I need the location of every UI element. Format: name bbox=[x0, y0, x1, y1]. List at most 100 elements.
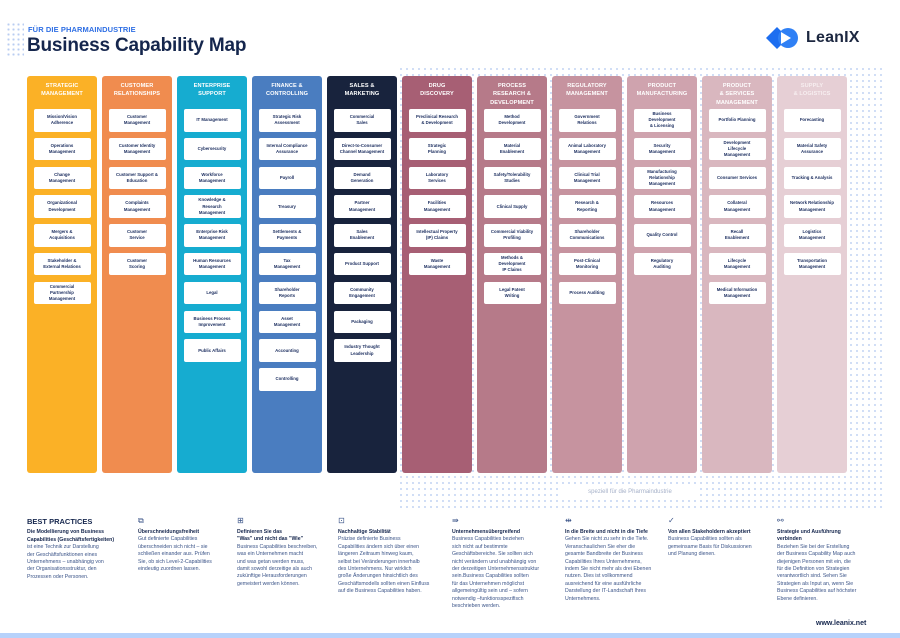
capability-card[interactable]: Enterprise Risk Management bbox=[183, 224, 241, 247]
capability-card[interactable]: Sales Enablement bbox=[333, 224, 391, 247]
capability-card[interactable]: Shareholder Communications bbox=[558, 224, 616, 247]
capability-card[interactable]: Knowledge & Research Management bbox=[183, 195, 241, 218]
capability-card[interactable]: Complaints Management bbox=[108, 195, 166, 218]
capability-card[interactable]: IT Management bbox=[183, 109, 241, 132]
capability-card[interactable]: Transportation Management bbox=[783, 252, 841, 276]
capability-card[interactable]: Packaging bbox=[333, 310, 391, 334]
capability-card[interactable]: Consumer Services bbox=[708, 166, 766, 190]
capability-card[interactable]: Demand Generation bbox=[333, 166, 391, 190]
capability-card[interactable]: Method Development bbox=[483, 109, 541, 132]
capability-card[interactable]: Clinical Trial Management bbox=[558, 166, 616, 190]
capability-card[interactable]: Security Management bbox=[633, 137, 691, 161]
capability-card[interactable]: Accounting bbox=[258, 339, 316, 362]
capability-card[interactable]: Government Relations bbox=[558, 109, 616, 132]
capability-card[interactable]: Human Resources Management bbox=[183, 252, 241, 276]
best-practice-title: Unternehmensübergreifend bbox=[452, 529, 521, 535]
capability-card[interactable]: Operations Management bbox=[33, 137, 91, 161]
capability-column: ENTERPRISE SUPPORT IT Management Cybersecu… bbox=[177, 76, 247, 473]
capability-card[interactable]: Laboratory Services bbox=[408, 166, 466, 190]
capability-card[interactable]: Manufacturing Relationship Management bbox=[633, 166, 691, 190]
capability-card[interactable]: Collateral Management bbox=[708, 195, 766, 218]
column-title: SUPPLY & LOGISTICS bbox=[793, 83, 831, 98]
best-practice-item: ⧉ Überschneidungsfreiheit Gut definierte C… bbox=[138, 516, 246, 573]
best-practice-body: Business Capabilities beziehen sich nich… bbox=[452, 536, 540, 610]
column-title: PRODUCT MANUFACTURING bbox=[636, 83, 688, 98]
capability-card[interactable]: Business Process Improvement bbox=[183, 310, 241, 334]
capability-card[interactable]: Business Development & Licensing bbox=[633, 109, 691, 132]
capability-card[interactable]: Customer Service bbox=[108, 224, 166, 247]
capability-card[interactable]: Logistics Management bbox=[783, 224, 841, 247]
capability-card[interactable]: Product Support bbox=[333, 252, 391, 276]
footer-url[interactable]: www.leanix.net bbox=[816, 620, 867, 627]
column-title: REGULATORY MANAGEMENT bbox=[566, 83, 608, 98]
capability-card[interactable]: Commercial Sales bbox=[333, 109, 391, 132]
capability-card[interactable]: Waste Management bbox=[408, 252, 466, 276]
leanix-logo: LeanIX bbox=[766, 27, 860, 49]
check-circle-icon: ✓ bbox=[668, 516, 675, 525]
capability-card[interactable]: Community Engagement bbox=[333, 281, 391, 305]
capability-card[interactable]: Process Auditing bbox=[558, 281, 616, 305]
capability-card[interactable]: Shareholder Reports bbox=[258, 281, 316, 305]
capability-card[interactable]: Recall Enablement bbox=[708, 224, 766, 247]
capability-card[interactable]: Tracking & Analysis bbox=[783, 166, 841, 190]
capability-column: REGULATORY MANAGEMENT Government Relation… bbox=[552, 76, 622, 473]
capability-card[interactable]: Quality Control bbox=[633, 224, 691, 247]
capability-card[interactable]: Development Lifecycle Management bbox=[708, 137, 766, 161]
capability-card[interactable]: Tax Management bbox=[258, 252, 316, 276]
column-title: ENTERPRISE SUPPORT bbox=[193, 83, 231, 98]
capability-card[interactable]: Stakeholder & External Relations bbox=[33, 252, 91, 276]
capability-card[interactable]: Forecasting bbox=[783, 109, 841, 132]
capability-card[interactable]: Network Relationship Management bbox=[783, 195, 841, 218]
capability-card[interactable]: Research & Reporting bbox=[558, 195, 616, 218]
capability-column: PRODUCT & SERVICES MANAGEMENT Portfolio P… bbox=[702, 76, 772, 473]
capability-card[interactable]: Medical Information Management bbox=[708, 281, 766, 305]
capability-card[interactable]: Legal bbox=[183, 281, 241, 305]
capability-card[interactable]: Facilities Management bbox=[408, 195, 466, 218]
capability-card[interactable]: Mergers & Acquisitions bbox=[33, 224, 91, 247]
capability-card[interactable]: Payroll bbox=[258, 166, 316, 190]
capability-card[interactable]: Intellectual Property (IP) Claims bbox=[408, 224, 466, 247]
capability-card[interactable]: Cybersecurity bbox=[183, 137, 241, 161]
capability-card[interactable]: Industry Thought Leadership bbox=[333, 339, 391, 362]
capability-card[interactable]: Mission/Vision Adherence bbox=[33, 109, 91, 132]
capability-card[interactable]: Settlements & Payments bbox=[258, 224, 316, 247]
capability-card[interactable]: Customer Identity Management bbox=[108, 137, 166, 161]
capability-card[interactable]: Organizational Development bbox=[33, 195, 91, 218]
capability-card[interactable]: Customer Scoring bbox=[108, 252, 166, 276]
capability-card[interactable]: Portfolio Planning bbox=[708, 109, 766, 132]
capability-card[interactable]: Commercial Viability Profiling bbox=[483, 224, 541, 247]
capability-card[interactable]: Direct-to-Consumer Channel Management bbox=[333, 137, 391, 161]
column-title: STRATEGIC MANAGEMENT bbox=[41, 83, 83, 98]
capability-card[interactable]: Safety/Tolerability Studies bbox=[483, 166, 541, 190]
capability-card[interactable]: Methods & Development IP Claims bbox=[483, 252, 541, 276]
capability-card[interactable]: Lifecycle Management bbox=[708, 252, 766, 276]
capability-card[interactable]: Resources Management bbox=[633, 195, 691, 218]
capability-card[interactable]: Regulatory Auditing bbox=[633, 252, 691, 276]
capability-card[interactable]: Animal Laboratory Management bbox=[558, 137, 616, 161]
capability-card[interactable]: Treasury bbox=[258, 195, 316, 218]
best-practice-title: Von allen Stakeholdern akzeptiert bbox=[668, 529, 751, 535]
capability-card[interactable]: Workforce Management bbox=[183, 166, 241, 190]
best-practice-item: ⇹ In die Breite und nicht in die Tiefe Geh… bbox=[565, 516, 673, 603]
capability-card[interactable]: Asset Management bbox=[258, 310, 316, 334]
capability-card[interactable]: Post-Clinical Monitoring bbox=[558, 252, 616, 276]
capability-card[interactable]: Public Affairs bbox=[183, 339, 241, 362]
capability-card[interactable]: Customer Support & Education bbox=[108, 166, 166, 190]
best-practice-body: Business Capabilities sollten als gemein… bbox=[668, 536, 752, 558]
capability-card[interactable]: Partner Management bbox=[333, 195, 391, 218]
capability-card[interactable]: Internal Compliance Assurance bbox=[258, 137, 316, 161]
capability-card[interactable]: Controlling bbox=[258, 368, 316, 391]
overlap-icon: ⧉ bbox=[138, 516, 144, 525]
capability-card[interactable]: Commercial Partnership Management bbox=[33, 281, 91, 305]
best-practices-intro-title: Die Modellierung von Business Capabiliti… bbox=[27, 529, 115, 543]
best-practice-title: Nachhaltige Stabilität bbox=[338, 529, 391, 535]
capability-card[interactable]: Material Safety Assurance bbox=[783, 137, 841, 161]
capability-card[interactable]: Strategic Risk Assessment bbox=[258, 109, 316, 132]
capability-card[interactable]: Preclinical Research & Development bbox=[408, 109, 466, 132]
capability-card[interactable]: Legal Patent Writing bbox=[483, 281, 541, 305]
capability-card[interactable]: Strategic Planning bbox=[408, 137, 466, 161]
capability-card[interactable]: Material Enablement bbox=[483, 137, 541, 161]
capability-card[interactable]: Clinical Supply bbox=[483, 195, 541, 218]
capability-card[interactable]: Customer Management bbox=[108, 109, 166, 132]
capability-card[interactable]: Change Management bbox=[33, 166, 91, 190]
